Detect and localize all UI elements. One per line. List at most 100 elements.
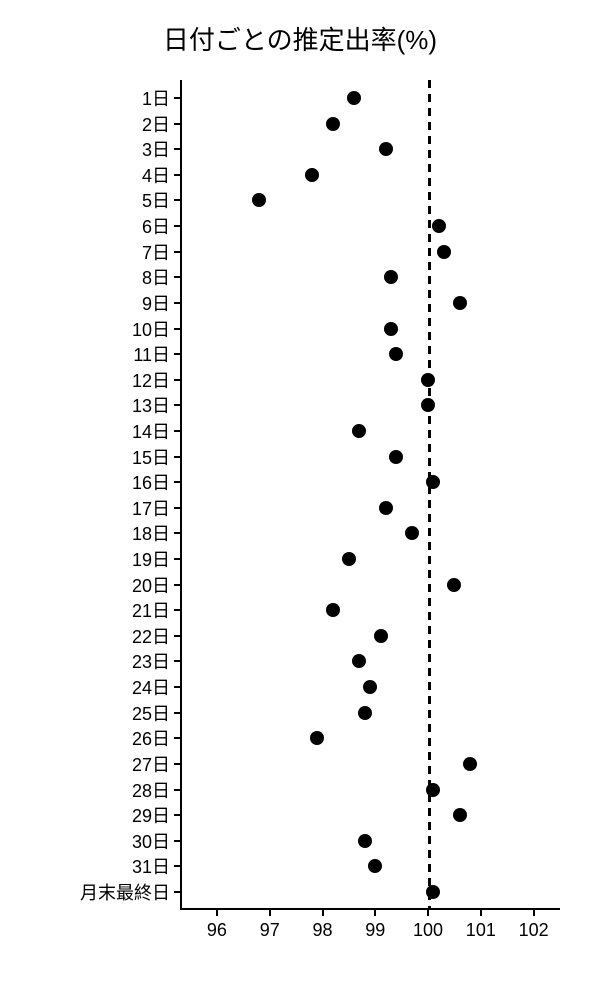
- y-tick: [174, 481, 180, 483]
- y-axis-label: 1日: [142, 85, 170, 111]
- y-axis-label: 5日: [142, 187, 170, 213]
- data-point: [379, 501, 393, 515]
- y-tick: [174, 865, 180, 867]
- x-axis-label: 96: [207, 920, 227, 941]
- x-axis-label: 97: [260, 920, 280, 941]
- data-point: [384, 322, 398, 336]
- data-point: [363, 680, 377, 694]
- y-tick: [174, 712, 180, 714]
- x-axis: [180, 908, 560, 910]
- data-point: [426, 885, 440, 899]
- y-tick: [174, 763, 180, 765]
- data-point: [374, 629, 388, 643]
- y-axis-label: 18日: [132, 520, 170, 546]
- data-point: [453, 296, 467, 310]
- y-tick: [174, 225, 180, 227]
- y-tick: [174, 174, 180, 176]
- y-axis-label: 3日: [142, 136, 170, 162]
- data-point: [389, 347, 403, 361]
- y-tick: [174, 97, 180, 99]
- y-tick: [174, 379, 180, 381]
- y-axis-label: 14日: [132, 418, 170, 444]
- data-point: [379, 142, 393, 156]
- y-tick: [174, 507, 180, 509]
- y-axis-label: 15日: [132, 444, 170, 470]
- data-point: [368, 859, 382, 873]
- y-tick: [174, 584, 180, 586]
- y-tick: [174, 199, 180, 201]
- y-tick: [174, 123, 180, 125]
- data-point: [437, 245, 451, 259]
- y-tick: [174, 789, 180, 791]
- data-point: [252, 193, 266, 207]
- y-tick: [174, 609, 180, 611]
- x-tick: [322, 910, 324, 916]
- y-axis-label: 6日: [142, 213, 170, 239]
- chart-title: 日付ごとの推定出率(%): [0, 20, 600, 57]
- x-axis-label: 101: [466, 920, 496, 941]
- y-tick: [174, 353, 180, 355]
- chart-container: 日付ごとの推定出率(%) 1日2日3日4日5日6日7日8日9日10日11日12日…: [0, 0, 600, 1000]
- y-axis-label: 22日: [132, 623, 170, 649]
- data-point: [310, 731, 324, 745]
- y-tick: [174, 660, 180, 662]
- y-axis-label: 27日: [132, 751, 170, 777]
- data-point: [347, 91, 361, 105]
- y-tick: [174, 686, 180, 688]
- y-tick: [174, 814, 180, 816]
- y-axis-label: 10日: [132, 316, 170, 342]
- y-axis-label: 13日: [132, 392, 170, 418]
- plot-area: 1日2日3日4日5日6日7日8日9日10日11日12日13日14日15日16日1…: [180, 80, 560, 910]
- data-point: [426, 475, 440, 489]
- x-tick: [216, 910, 218, 916]
- x-tick: [480, 910, 482, 916]
- y-tick: [174, 456, 180, 458]
- y-tick: [174, 558, 180, 560]
- y-axis-label: 11日: [133, 341, 170, 367]
- y-tick: [174, 430, 180, 432]
- data-point: [326, 603, 340, 617]
- data-point: [305, 168, 319, 182]
- y-axis: [180, 80, 182, 910]
- y-tick: [174, 840, 180, 842]
- y-axis-label: 28日: [132, 777, 170, 803]
- data-point: [463, 757, 477, 771]
- y-axis-label: 24日: [132, 674, 170, 700]
- y-axis-label: 月末最終日: [80, 879, 170, 905]
- data-point: [384, 270, 398, 284]
- data-point: [342, 552, 356, 566]
- y-axis-label: 23日: [132, 648, 170, 674]
- data-point: [421, 398, 435, 412]
- x-tick: [374, 910, 376, 916]
- y-tick: [174, 891, 180, 893]
- y-tick: [174, 276, 180, 278]
- y-tick: [174, 328, 180, 330]
- data-point: [447, 578, 461, 592]
- y-axis-label: 26日: [132, 725, 170, 751]
- y-axis-label: 31日: [132, 853, 170, 879]
- y-axis-label: 12日: [132, 367, 170, 393]
- y-axis-label: 9日: [142, 290, 170, 316]
- x-axis-label: 100: [413, 920, 443, 941]
- y-tick: [174, 737, 180, 739]
- y-axis-label: 25日: [132, 700, 170, 726]
- y-axis-label: 17日: [132, 495, 170, 521]
- y-axis-label: 20日: [132, 572, 170, 598]
- data-point: [389, 450, 403, 464]
- y-axis-label: 30日: [132, 828, 170, 854]
- data-point: [358, 706, 372, 720]
- data-point: [421, 373, 435, 387]
- y-tick: [174, 302, 180, 304]
- y-tick: [174, 148, 180, 150]
- x-tick: [269, 910, 271, 916]
- x-tick: [427, 910, 429, 916]
- y-axis-label: 29日: [132, 802, 170, 828]
- y-axis-label: 4日: [142, 162, 170, 188]
- y-tick: [174, 635, 180, 637]
- data-point: [453, 808, 467, 822]
- x-axis-label: 98: [312, 920, 332, 941]
- x-axis-label: 99: [365, 920, 385, 941]
- x-axis-label: 102: [519, 920, 549, 941]
- data-point: [405, 526, 419, 540]
- data-point: [426, 783, 440, 797]
